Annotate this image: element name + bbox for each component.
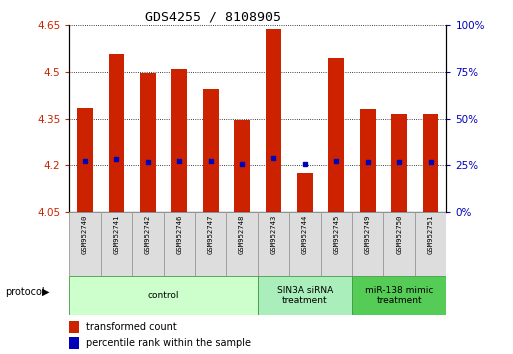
Text: GSM952740: GSM952740	[82, 214, 88, 254]
Text: GSM952743: GSM952743	[270, 214, 277, 254]
Bar	[321, 212, 352, 276]
Text: GSM952747: GSM952747	[208, 214, 213, 254]
Bar	[69, 212, 101, 276]
Bar	[109, 55, 124, 212]
Text: miR-138 mimic
treatment: miR-138 mimic treatment	[365, 286, 433, 305]
Bar	[423, 114, 439, 212]
Text: SIN3A siRNA
treatment: SIN3A siRNA treatment	[277, 286, 333, 305]
Bar	[352, 212, 383, 276]
Text: GSM952751: GSM952751	[428, 214, 433, 254]
Text: ▶: ▶	[42, 287, 50, 297]
Bar	[171, 69, 187, 212]
Title: GDS4255 / 8108905: GDS4255 / 8108905	[145, 11, 281, 24]
Text: GSM952741: GSM952741	[113, 214, 120, 254]
Bar	[140, 73, 155, 212]
Bar	[101, 212, 132, 276]
Bar	[258, 276, 352, 315]
Bar	[195, 212, 226, 276]
Text: GSM952750: GSM952750	[396, 214, 402, 254]
Bar	[297, 173, 313, 212]
Text: protocol: protocol	[5, 287, 45, 297]
Bar	[360, 109, 376, 212]
Bar	[391, 114, 407, 212]
Text: GSM952745: GSM952745	[333, 214, 339, 254]
Bar	[77, 108, 93, 212]
Bar	[69, 337, 78, 349]
Bar	[234, 120, 250, 212]
Bar	[352, 276, 446, 315]
Text: control: control	[148, 291, 179, 300]
Text: percentile rank within the sample: percentile rank within the sample	[86, 338, 251, 348]
Bar	[258, 212, 289, 276]
Bar	[383, 212, 415, 276]
Text: GSM952744: GSM952744	[302, 214, 308, 254]
Text: GSM952748: GSM952748	[239, 214, 245, 254]
Text: GSM952742: GSM952742	[145, 214, 151, 254]
Text: GSM952749: GSM952749	[365, 214, 371, 254]
Bar	[164, 212, 195, 276]
Text: transformed count: transformed count	[86, 322, 177, 332]
Bar	[203, 89, 219, 212]
Bar	[132, 212, 164, 276]
Bar	[266, 29, 281, 212]
Bar	[69, 276, 258, 315]
Bar	[289, 212, 321, 276]
Text: GSM952746: GSM952746	[176, 214, 182, 254]
Bar	[69, 321, 78, 333]
Bar	[328, 58, 344, 212]
Bar	[415, 212, 446, 276]
Bar	[226, 212, 258, 276]
